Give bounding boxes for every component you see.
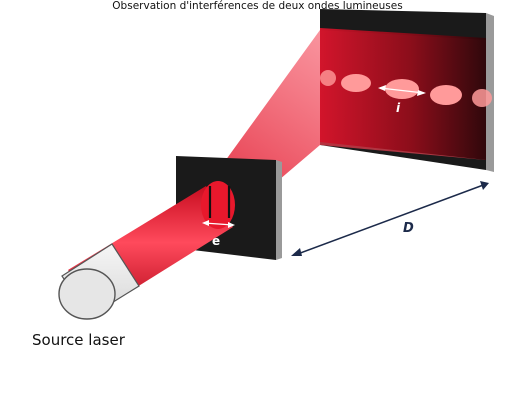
laser-source	[58, 243, 140, 320]
distance-label: D	[403, 221, 414, 236]
fringe	[341, 74, 371, 92]
screen-edge	[486, 13, 494, 172]
laser-aperture	[58, 268, 116, 320]
fringe-spacing-arrow	[378, 85, 426, 96]
distance-arrow	[291, 181, 489, 256]
fringe-spacing-label: i	[396, 101, 401, 115]
slit-spacing-label: e	[212, 234, 220, 248]
figure-caption: Observation d'interférences de deux onde…	[112, 0, 403, 12]
slit-plate-edge	[276, 160, 282, 260]
fringe	[320, 70, 336, 86]
fringe	[472, 89, 492, 107]
interference-fringes	[320, 70, 492, 107]
fringe	[430, 85, 462, 105]
fringe	[385, 79, 419, 99]
slit-spacing-arrow	[202, 220, 235, 228]
source-label: Source laser	[32, 331, 125, 349]
